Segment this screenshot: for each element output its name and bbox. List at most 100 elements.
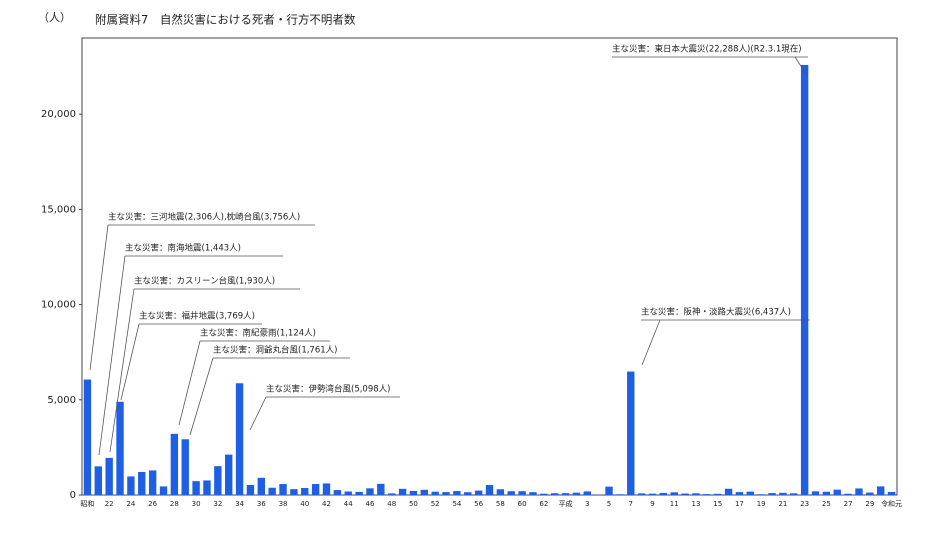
y-tick-label: 20,000 — [41, 109, 76, 120]
y-tick-label: 10,000 — [41, 300, 76, 311]
x-tick-label: 21 — [778, 500, 787, 508]
y-tick-label: 5,000 — [47, 395, 76, 406]
bar — [83, 379, 92, 495]
x-tick-label: 25 — [822, 500, 831, 508]
annotation-leader — [89, 224, 109, 371]
x-tick-label: 34 — [235, 500, 244, 508]
bar — [409, 490, 418, 495]
bar — [637, 493, 646, 495]
bar — [811, 491, 820, 495]
bar — [159, 486, 168, 495]
x-tick-label: 19 — [757, 500, 766, 508]
bar — [453, 491, 461, 495]
bar — [833, 489, 841, 495]
bar — [94, 466, 102, 495]
bar — [540, 493, 548, 495]
bar — [279, 484, 287, 495]
x-tick-label: 62 — [539, 500, 548, 508]
bar — [844, 493, 852, 495]
annotation: 主な災害：三河地震(2,306人),枕崎台風(3,756人) — [108, 212, 300, 223]
x-tick-label: 30 — [192, 500, 201, 508]
annotation-leader — [109, 288, 135, 453]
bar — [496, 489, 505, 495]
annotation: 主な災害：東日本大震災(22,288人)(R2.3.1現在) — [612, 44, 802, 55]
bar — [561, 493, 570, 495]
bar — [670, 492, 678, 495]
annotation-leader — [120, 323, 140, 401]
x-tick-label: 3 — [585, 500, 589, 508]
bar — [138, 471, 146, 495]
x-tick-label: 36 — [257, 500, 266, 508]
x-tick-label: 13 — [692, 500, 701, 508]
bar — [735, 492, 744, 495]
bar — [800, 64, 809, 495]
x-tick-label: 32 — [213, 500, 222, 508]
bar — [355, 491, 363, 495]
bar — [464, 492, 472, 495]
x-tick-label: 42 — [322, 500, 331, 508]
x-tick-label: 5 — [607, 500, 611, 508]
bar — [170, 433, 179, 495]
annotation-leader — [794, 56, 809, 78]
bar — [333, 490, 342, 495]
annotation-leader — [98, 255, 126, 456]
x-tick-label: 平成 — [559, 499, 573, 508]
x-tick-label: 22 — [105, 500, 114, 508]
bar — [214, 466, 222, 495]
bar — [714, 493, 722, 495]
x-tick-label: 11 — [670, 500, 679, 508]
x-tick-label: 52 — [431, 500, 440, 508]
bar — [442, 492, 450, 495]
annotation: 主な災害：伊勢湾台風(5,098人) — [266, 384, 390, 395]
bar — [127, 476, 135, 495]
bar — [235, 383, 244, 495]
bar — [322, 483, 331, 495]
annotation-leader — [249, 396, 267, 431]
annotation: 主な災害：南紀豪雨(1,124人) — [200, 328, 316, 339]
bar — [768, 493, 776, 495]
bar — [627, 371, 635, 495]
x-tick-label: 24 — [126, 500, 135, 508]
bar — [681, 493, 689, 495]
bar — [398, 488, 407, 495]
bar — [616, 494, 624, 495]
x-tick-label: 44 — [344, 500, 353, 508]
x-tick-label: 58 — [496, 500, 505, 508]
bar — [779, 492, 787, 495]
x-tick-label: 56 — [474, 500, 483, 508]
bar — [866, 492, 874, 495]
x-tick-label: 60 — [518, 500, 527, 508]
bar — [703, 494, 711, 495]
annotation: 主な災害：阪神・淡路大震災(6,437人) — [641, 307, 791, 318]
x-tick-label: 昭和 — [80, 499, 94, 508]
bar — [257, 477, 265, 495]
annotation: 主な災害：南海地震(1,443人) — [125, 243, 241, 254]
bar — [420, 489, 428, 495]
bar — [572, 492, 581, 495]
bar — [724, 488, 733, 495]
bar — [692, 493, 700, 495]
bar — [659, 492, 668, 495]
x-tick-label: 9 — [650, 500, 654, 508]
x-tick-label: 29 — [865, 500, 874, 508]
x-tick-label: 48 — [387, 500, 396, 508]
bar — [648, 493, 657, 495]
bar — [181, 439, 189, 495]
bar — [790, 493, 798, 495]
x-tick-label: 28 — [170, 500, 179, 508]
bar — [887, 491, 896, 495]
bar — [203, 480, 211, 495]
x-tick-label: 17 — [735, 500, 744, 508]
y-tick-label: 0 — [70, 490, 76, 501]
annotation-leader — [178, 340, 201, 426]
bar — [268, 487, 276, 495]
x-tick-label: 令和元 — [881, 499, 902, 508]
plot-frame — [81, 37, 898, 496]
bar — [105, 457, 113, 495]
x-tick-label: 26 — [148, 500, 157, 508]
x-tick-label: 50 — [409, 500, 418, 508]
bar — [605, 486, 613, 495]
bar — [388, 493, 396, 495]
x-tick-label: 7 — [629, 500, 633, 508]
